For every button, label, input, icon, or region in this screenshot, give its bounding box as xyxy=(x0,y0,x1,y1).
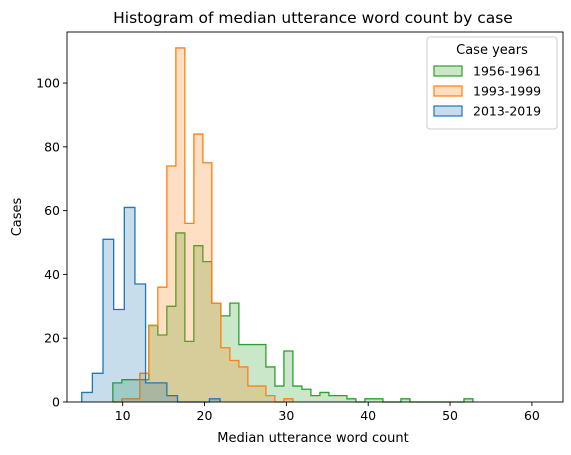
series-1993-1999 xyxy=(112,47,294,403)
legend-label: 1993-1999 xyxy=(473,84,541,99)
bar xyxy=(211,303,221,402)
bar xyxy=(220,347,230,402)
bar xyxy=(337,395,347,402)
plot-frame xyxy=(66,31,564,403)
x-tick-label: 50 xyxy=(442,408,458,423)
x-tick-label: 20 xyxy=(197,408,213,423)
bar xyxy=(156,382,167,402)
bar xyxy=(193,134,203,402)
chart-title: Histogram of median utterance word count… xyxy=(113,9,513,27)
x-axis-label: Median utterance word count xyxy=(217,431,408,446)
y-tick-label: 40 xyxy=(44,267,60,282)
bar xyxy=(139,379,149,402)
bar xyxy=(157,335,167,402)
x-tick-label: 60 xyxy=(524,408,540,423)
legend: Case years 1956-1961 1993-1999 2013-2019 xyxy=(426,36,558,130)
y-tick-label: 20 xyxy=(44,331,60,346)
bar xyxy=(134,283,146,402)
bar xyxy=(283,398,293,402)
y-axis: 0 20 40 60 80 100 xyxy=(36,76,67,410)
bar xyxy=(157,287,167,402)
bar xyxy=(346,398,356,402)
series-2013-2019 xyxy=(81,206,221,403)
y-tick-label: 80 xyxy=(44,139,60,154)
bar xyxy=(103,239,114,402)
bar xyxy=(175,232,185,402)
bar xyxy=(124,207,135,402)
bar xyxy=(148,325,158,402)
plot-area xyxy=(81,47,474,403)
bar xyxy=(121,379,131,402)
bar xyxy=(229,360,239,402)
legend-label: 2013-2019 xyxy=(473,104,541,119)
bar xyxy=(463,398,473,402)
bar xyxy=(166,165,176,402)
series-1956-1961 xyxy=(112,232,474,403)
bar xyxy=(319,392,329,402)
x-axis: 10 20 30 40 50 60 xyxy=(115,402,540,423)
bar xyxy=(139,373,149,402)
bar xyxy=(211,303,221,402)
bar xyxy=(184,341,194,402)
bar xyxy=(283,350,293,402)
bar xyxy=(112,382,122,402)
x-tick-label: 30 xyxy=(278,408,294,423)
bar xyxy=(238,366,248,402)
bar xyxy=(209,398,221,402)
bar xyxy=(256,386,266,402)
y-tick-label: 100 xyxy=(36,76,60,91)
bar xyxy=(175,47,185,403)
bar xyxy=(202,162,212,402)
bar xyxy=(229,303,239,402)
bar xyxy=(274,386,284,402)
y-tick-label: 60 xyxy=(44,203,60,218)
y-axis-label: Cases xyxy=(10,197,25,236)
series-outline xyxy=(112,47,294,403)
bar xyxy=(328,395,338,402)
x-tick-label: 10 xyxy=(115,408,131,423)
legend-swatch xyxy=(433,85,463,97)
bar xyxy=(145,382,157,402)
bar xyxy=(265,366,275,402)
bar xyxy=(121,398,131,402)
bar xyxy=(265,395,275,402)
bar xyxy=(113,309,125,402)
x-tick-label: 40 xyxy=(360,408,376,423)
bar xyxy=(220,315,230,402)
bar xyxy=(92,373,104,402)
legend-swatch xyxy=(433,105,463,117)
y-tick-label: 0 xyxy=(52,395,60,410)
bar xyxy=(400,398,410,402)
bar xyxy=(202,261,212,402)
bar xyxy=(292,386,302,402)
bar xyxy=(184,223,194,402)
legend-swatch xyxy=(433,65,463,77)
bar xyxy=(256,344,266,402)
legend-label: 1956-1961 xyxy=(473,64,541,79)
bar xyxy=(310,395,320,402)
bar xyxy=(193,245,203,402)
bar xyxy=(247,386,257,402)
bar xyxy=(148,325,158,402)
bar xyxy=(166,306,176,402)
bar xyxy=(81,392,93,402)
bar xyxy=(364,398,374,402)
legend-title: Case years xyxy=(456,43,528,58)
bar xyxy=(373,398,383,402)
bar xyxy=(130,379,140,402)
bar xyxy=(247,344,257,402)
bar xyxy=(301,389,311,402)
bar xyxy=(166,395,178,402)
bar xyxy=(130,398,140,402)
series-outline xyxy=(112,232,474,403)
bar xyxy=(238,344,248,402)
